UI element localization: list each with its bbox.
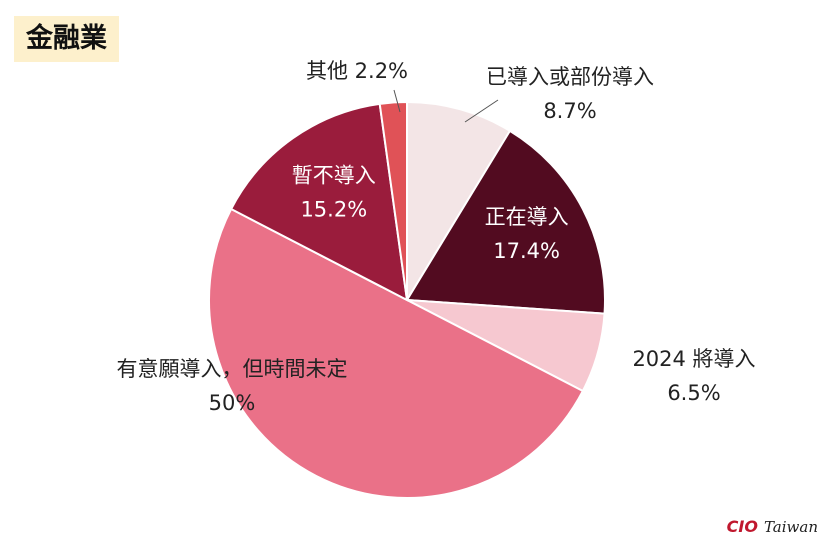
pie-slices [208,100,606,499]
slice-label: 正在導入 [485,205,569,229]
pie-slice [208,207,585,499]
slice-labels: 已導入或部份導入 8.7% 正在導入 17.4% 2024 將導入 6.5% 有意願導入，但… [117,59,756,415]
slice-value-label: 6.5% [667,381,720,405]
leader-line [464,99,499,123]
slice-value-label: 8.7% [543,99,596,123]
slice-label: 已導入或部份導入 [486,65,654,89]
pie-slice [378,100,408,301]
slice-label: 有意願導入，但時間未定 [117,357,348,381]
brand-mark: CIO [726,517,758,536]
brand-logo: CIO Taiwan [727,517,818,536]
pie-slice [229,102,409,302]
slice-label: 其他 2.2% [306,59,408,83]
slice-label: 暫不導入 [292,164,376,188]
slice-label: 2024 將導入 [632,347,755,371]
leader-lines [393,89,499,123]
chart-title: 金融業 [14,16,119,62]
brand-name: Taiwan [763,518,818,536]
slice-value-label: 50% [209,391,256,415]
slice-value-label: 15.2% [300,198,367,222]
leader-line [393,89,401,113]
pie-slice [406,100,512,304]
pie-slice [405,129,606,315]
slice-value-label: 17.4% [493,239,560,263]
